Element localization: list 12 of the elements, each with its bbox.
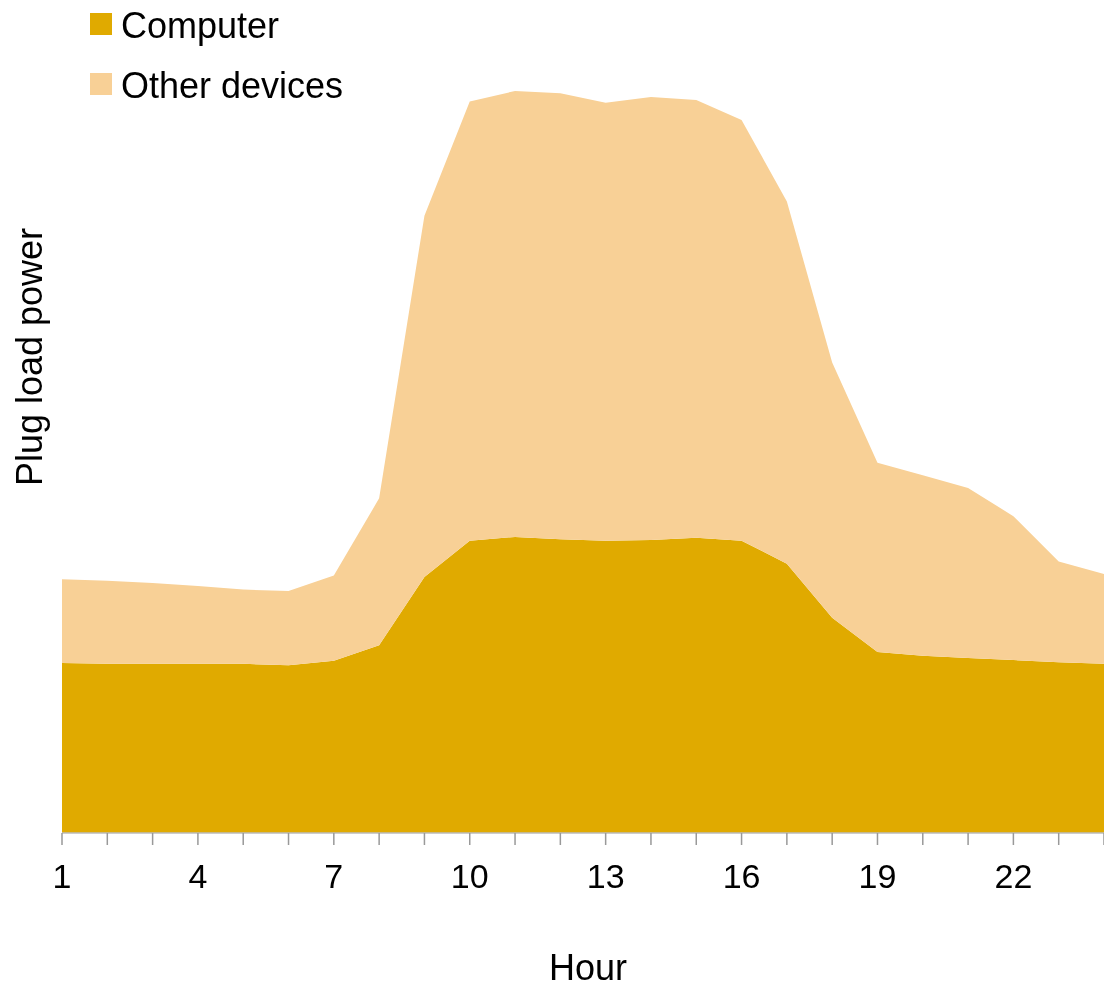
legend-label: Other devices [121, 65, 344, 106]
x-tick-label: 22 [994, 857, 1033, 895]
x-tick-label: 1 [52, 857, 72, 895]
x-tick-label: 4 [188, 857, 208, 895]
x-tick-label: 16 [722, 857, 761, 895]
x-tick-label: 13 [586, 857, 625, 895]
x-tick-label: 19 [858, 857, 897, 895]
x-axis-title: Hour [548, 947, 628, 986]
legend-label: Computer [121, 5, 280, 46]
x-tick-label: 10 [450, 857, 489, 895]
x-tick-label: 7 [324, 857, 344, 895]
y-axis-title: Plug load power [9, 227, 50, 487]
